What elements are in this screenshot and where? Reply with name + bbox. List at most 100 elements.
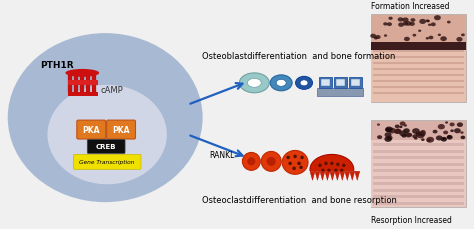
Ellipse shape bbox=[426, 137, 434, 143]
Bar bbox=[373, 163, 464, 166]
Ellipse shape bbox=[394, 130, 401, 134]
Ellipse shape bbox=[449, 123, 455, 127]
Ellipse shape bbox=[282, 151, 308, 174]
Ellipse shape bbox=[296, 77, 312, 90]
Ellipse shape bbox=[438, 34, 441, 37]
Ellipse shape bbox=[398, 23, 404, 28]
Ellipse shape bbox=[405, 133, 412, 138]
Ellipse shape bbox=[403, 129, 410, 134]
Bar bbox=[86, 73, 90, 92]
Ellipse shape bbox=[461, 34, 465, 37]
Ellipse shape bbox=[447, 22, 451, 24]
Polygon shape bbox=[325, 172, 330, 180]
Bar bbox=[336, 79, 345, 86]
Ellipse shape bbox=[385, 127, 393, 133]
Bar bbox=[373, 57, 464, 59]
Polygon shape bbox=[335, 172, 340, 180]
Text: PKA: PKA bbox=[82, 125, 100, 134]
Ellipse shape bbox=[300, 81, 308, 86]
Ellipse shape bbox=[318, 164, 322, 167]
Ellipse shape bbox=[384, 35, 387, 38]
Bar bbox=[373, 157, 464, 160]
FancyBboxPatch shape bbox=[77, 121, 106, 139]
Ellipse shape bbox=[276, 80, 286, 87]
Ellipse shape bbox=[404, 125, 407, 127]
Ellipse shape bbox=[399, 131, 407, 137]
Ellipse shape bbox=[47, 85, 167, 184]
Bar bbox=[373, 63, 464, 65]
Polygon shape bbox=[340, 172, 345, 180]
Polygon shape bbox=[330, 172, 335, 180]
Bar bbox=[371, 120, 466, 207]
Ellipse shape bbox=[441, 137, 447, 142]
Ellipse shape bbox=[412, 129, 420, 134]
Ellipse shape bbox=[410, 19, 415, 23]
Ellipse shape bbox=[438, 124, 445, 130]
Ellipse shape bbox=[412, 135, 418, 139]
Ellipse shape bbox=[431, 23, 436, 27]
Ellipse shape bbox=[445, 122, 448, 124]
Ellipse shape bbox=[460, 132, 464, 134]
Ellipse shape bbox=[461, 136, 465, 139]
Bar bbox=[373, 75, 464, 76]
Ellipse shape bbox=[395, 125, 400, 128]
Text: Osteoblastdifferentiation  and bone formation: Osteoblastdifferentiation and bone forma… bbox=[202, 52, 396, 61]
Ellipse shape bbox=[405, 22, 411, 27]
Bar bbox=[371, 140, 466, 207]
Text: Osteoclastdifferentiation  and bone resorption: Osteoclastdifferentiation and bone resor… bbox=[201, 195, 397, 204]
Ellipse shape bbox=[242, 153, 260, 171]
FancyBboxPatch shape bbox=[107, 121, 136, 139]
Ellipse shape bbox=[374, 37, 378, 40]
Bar bbox=[373, 183, 464, 185]
Ellipse shape bbox=[404, 38, 410, 42]
Text: PKA: PKA bbox=[112, 125, 130, 134]
Bar bbox=[321, 79, 330, 86]
Bar bbox=[373, 144, 464, 147]
Text: Formation Increased: Formation Increased bbox=[371, 2, 449, 11]
Polygon shape bbox=[320, 172, 325, 180]
Ellipse shape bbox=[324, 162, 328, 165]
Ellipse shape bbox=[342, 164, 346, 167]
Ellipse shape bbox=[417, 133, 425, 139]
Bar bbox=[349, 78, 362, 88]
Bar bbox=[373, 202, 464, 205]
Ellipse shape bbox=[428, 36, 433, 40]
Bar bbox=[371, 15, 466, 102]
Ellipse shape bbox=[443, 131, 448, 135]
Ellipse shape bbox=[384, 133, 392, 138]
Ellipse shape bbox=[400, 122, 406, 126]
Ellipse shape bbox=[395, 129, 400, 133]
Text: RANKL: RANKL bbox=[210, 150, 235, 159]
Ellipse shape bbox=[457, 123, 463, 128]
FancyBboxPatch shape bbox=[73, 155, 141, 170]
Bar bbox=[317, 88, 363, 96]
Ellipse shape bbox=[286, 156, 290, 159]
Ellipse shape bbox=[297, 162, 301, 165]
Text: CREB: CREB bbox=[96, 144, 117, 150]
Ellipse shape bbox=[340, 169, 344, 172]
FancyBboxPatch shape bbox=[87, 140, 125, 154]
Ellipse shape bbox=[433, 130, 438, 134]
Ellipse shape bbox=[443, 138, 446, 140]
Ellipse shape bbox=[377, 124, 380, 126]
Polygon shape bbox=[350, 172, 355, 180]
Ellipse shape bbox=[440, 37, 447, 42]
Bar bbox=[307, 172, 357, 191]
Bar bbox=[351, 79, 360, 86]
Bar bbox=[371, 45, 466, 102]
Ellipse shape bbox=[247, 79, 261, 88]
Bar bbox=[373, 189, 464, 192]
Ellipse shape bbox=[301, 156, 304, 159]
Ellipse shape bbox=[310, 155, 354, 184]
Ellipse shape bbox=[383, 23, 388, 26]
Ellipse shape bbox=[8, 34, 202, 202]
Ellipse shape bbox=[410, 23, 415, 27]
Ellipse shape bbox=[394, 129, 401, 134]
Ellipse shape bbox=[239, 74, 269, 93]
Ellipse shape bbox=[385, 128, 391, 132]
Ellipse shape bbox=[434, 16, 441, 21]
Polygon shape bbox=[310, 172, 315, 180]
Ellipse shape bbox=[387, 23, 392, 27]
Bar bbox=[373, 150, 464, 153]
Ellipse shape bbox=[388, 18, 393, 21]
